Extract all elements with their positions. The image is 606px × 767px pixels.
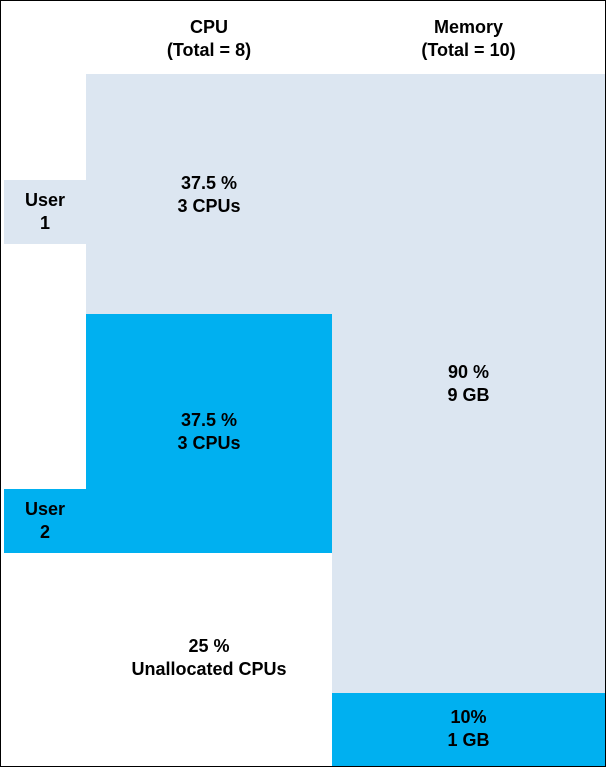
user2-cpu-block	[86, 314, 332, 553]
user1-cpu-share: 37.5 % 3 CPUs	[86, 171, 332, 219]
unallocated-cpu-label: Unallocated CPUs	[131, 659, 287, 679]
user2-memory-amount: 1 GB	[447, 730, 490, 750]
user1-label: User 1	[4, 180, 86, 244]
user1-memory-amount: 9 GB	[447, 385, 490, 405]
user1-allocation-region	[86, 74, 605, 314]
user2-cpu-count: 3 CPUs	[177, 433, 241, 453]
user2-memory-share: 10% 1 GB	[332, 705, 605, 753]
user2-cpu-percent: 37.5 %	[180, 410, 238, 430]
user1-memory-percent: 90 %	[447, 362, 490, 382]
cpu-header-total: (Total = 8)	[166, 40, 252, 60]
user2-label: User 2	[4, 489, 86, 553]
unallocated-cpu-percent: 25 %	[188, 636, 230, 656]
user2-memory-block	[332, 693, 605, 766]
user2-label-line1: User	[24, 499, 66, 519]
user1-memory-share: 90 % 9 GB	[332, 360, 605, 408]
cpu-header-title: CPU	[189, 17, 228, 37]
unallocated-cpu-share: 25 % Unallocated CPUs	[86, 634, 332, 682]
memory-column-header: Memory (Total = 10)	[332, 9, 605, 69]
memory-header-title: Memory	[433, 17, 504, 37]
user2-cpu-share: 37.5 % 3 CPUs	[86, 408, 332, 456]
user1-cpu-count: 3 CPUs	[177, 196, 241, 216]
user1-cpu-percent: 37.5 %	[180, 173, 238, 193]
cpu-column-header: CPU (Total = 8)	[86, 9, 332, 69]
user1-label-line2: 1	[39, 213, 50, 233]
memory-header-total: (Total = 10)	[421, 40, 516, 60]
user1-memory-extension	[332, 314, 605, 693]
user1-label-line1: User	[24, 190, 66, 210]
user2-label-line2: 2	[39, 522, 50, 542]
user2-memory-percent: 10%	[450, 707, 487, 727]
